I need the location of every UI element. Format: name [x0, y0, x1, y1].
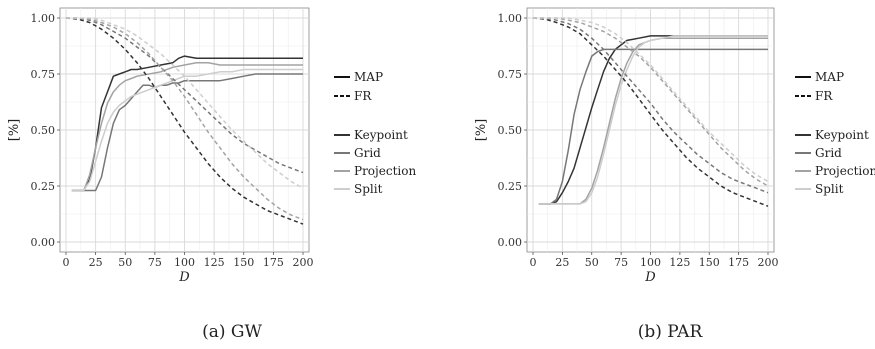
legend-label-grid: Grid [815, 146, 842, 160]
series-line-fr-grid [66, 17, 304, 174]
x-axis-label: D [178, 270, 190, 285]
y-axis-label: [%] [474, 119, 489, 142]
y-tick-label: 0.25 [498, 180, 523, 193]
series-line-fr-projection [66, 17, 304, 221]
series-line-fr-grid [533, 17, 769, 194]
legend-label-keypoint: Keypoint [354, 128, 408, 142]
legend-label-projection: Projection [815, 164, 875, 178]
panel-caption: (b) PAR [638, 322, 704, 342]
x-tick-label: 0 [63, 256, 70, 269]
x-tick-label: 0 [530, 256, 537, 269]
legend-label-split: Split [815, 182, 844, 196]
x-tick-label: 125 [669, 256, 690, 269]
x-tick-label: 50 [585, 256, 599, 269]
y-tick-label: 0.50 [31, 124, 56, 137]
x-tick-label: 50 [118, 256, 132, 269]
x-tick-label: 100 [174, 256, 195, 269]
y-tick-label: 0.75 [498, 68, 523, 81]
x-tick-label: 150 [233, 256, 254, 269]
x-tick-label: 200 [758, 256, 779, 269]
series-line-fr-split [66, 17, 304, 189]
y-tick-label: 0.50 [498, 124, 523, 137]
legend-label-map: MAP [354, 70, 383, 84]
series-line-fr-keypoint [532, 17, 769, 207]
panel-caption: (a) GW [202, 322, 262, 342]
panel-gw: 0 25 50 75 100 125 150 175 200 0.00 0.25 0.50 0.75 1.… [7, 7, 416, 342]
series-line-fr-split [533, 17, 769, 183]
x-tick-label: 75 [614, 256, 628, 269]
series-line-map-projection [71, 62, 303, 192]
legend-label-split: Split [354, 182, 383, 196]
x-tick-label: 150 [699, 256, 720, 269]
y-tick-label: 0.00 [498, 236, 523, 249]
legend-label-fr: FR [815, 89, 833, 103]
x-tick-label: 25 [89, 256, 103, 269]
y-tick-label: 0.75 [31, 68, 56, 81]
y-tick-label: 0.25 [31, 180, 56, 193]
x-tick-label: 75 [148, 256, 162, 269]
legend-label-keypoint: Keypoint [815, 128, 869, 142]
x-tick-label: 175 [263, 256, 284, 269]
legend-label-fr: FR [354, 89, 372, 103]
x-tick-label: 100 [640, 256, 661, 269]
x-tick-label: 200 [293, 256, 314, 269]
legend-label-grid: Grid [354, 146, 381, 160]
panel-par: 0 25 50 75 100 125 150 175 200 0.00 0.25 0.50 0.75 1.… [474, 7, 875, 342]
series-line-map-keypoint [71, 55, 303, 192]
x-tick-label: 175 [728, 256, 749, 269]
series-line-fr-keypoint [65, 17, 304, 225]
y-tick-label: 1.00 [31, 12, 56, 25]
series-line-map-split [71, 68, 303, 192]
x-tick-label: 25 [555, 256, 569, 269]
y-tick-label: 1.00 [498, 12, 523, 25]
legend-label-projection: Projection [354, 164, 416, 178]
legend-label-map: MAP [815, 70, 844, 84]
y-axis-label: [%] [7, 119, 22, 142]
y-tick-label: 0.00 [31, 236, 56, 249]
x-axis-label: D [644, 270, 656, 285]
series-line-map-split [538, 35, 768, 205]
x-tick-label: 125 [204, 256, 225, 269]
